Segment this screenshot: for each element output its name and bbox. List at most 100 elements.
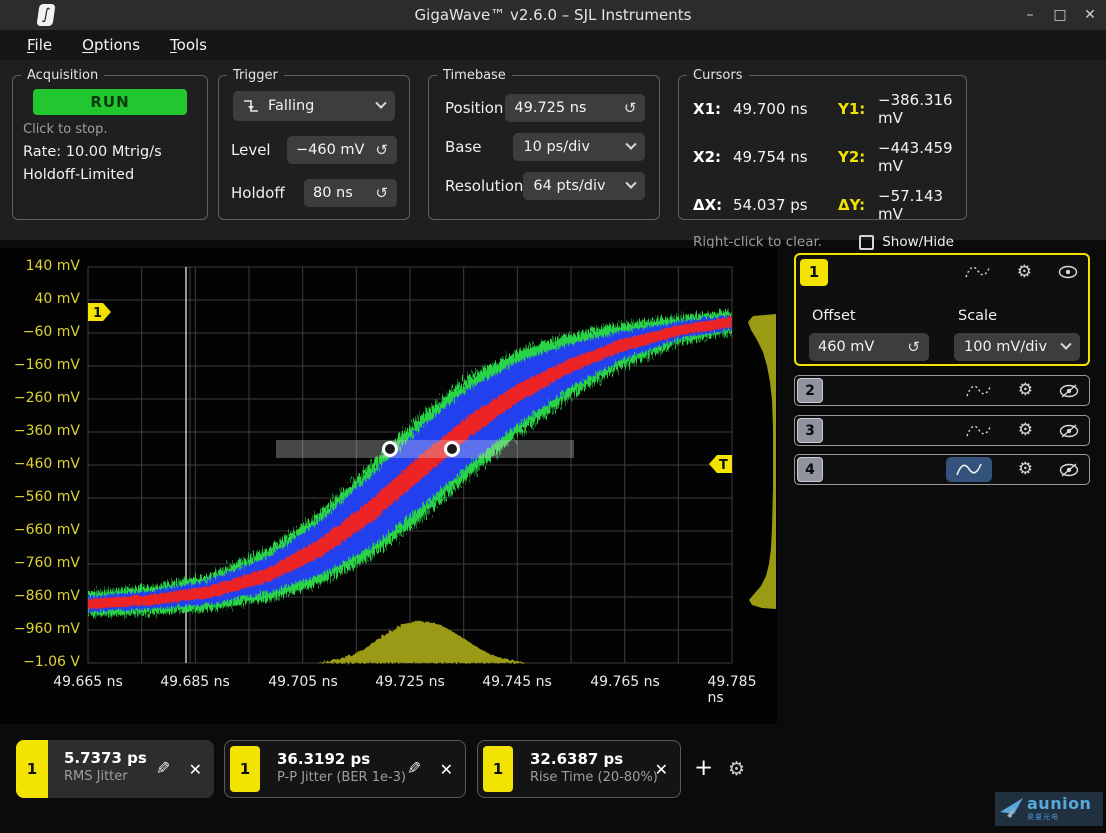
reset-icon[interactable]: ↺ — [375, 141, 388, 159]
channel-4-row[interactable]: 4 ⚙ — [794, 454, 1090, 485]
cursor-dx-label: ΔX: — [693, 196, 733, 214]
waveform-display[interactable]: 140 mV 40 mV −60 mV −160 mV −260 mV −360… — [0, 248, 777, 724]
close-button[interactable]: ✕ — [1082, 7, 1098, 23]
y-tick: −460 mV — [0, 456, 80, 472]
window-title: GigaWave™ v2.6.0 – SJL Instruments — [0, 0, 1106, 30]
visibility-off-icon[interactable] — [1059, 423, 1079, 439]
menu-file[interactable]: File — [16, 33, 63, 57]
timebase-resolution-label: Resolution — [445, 177, 523, 195]
measurement-chip-rms-jitter[interactable]: 1 5.7373 ps RMS Jitter ✎ ✕ — [16, 740, 214, 798]
remove-measurement-icon[interactable]: ✕ — [655, 760, 668, 779]
channel-2-badge[interactable]: 2 — [797, 378, 823, 403]
menu-options-rest: ptions — [94, 36, 140, 54]
trigger-edge-dropdown[interactable]: Falling — [233, 91, 395, 121]
timebase-position-input[interactable]: 49.725 ns ↺ — [505, 94, 645, 122]
channel-3-row[interactable]: 3 ⚙ — [794, 415, 1090, 446]
cursor-x1-value: 49.700 ns — [733, 100, 838, 118]
scale-label: Scale — [958, 308, 997, 324]
timebase-base-value: 10 ps/div — [523, 139, 590, 155]
add-measurement-button[interactable]: + — [694, 755, 713, 781]
minimize-button[interactable]: – — [1022, 7, 1038, 23]
cursor-dx-value: 54.037 ps — [733, 196, 838, 214]
cursor-dy-label: ΔY: — [838, 196, 878, 214]
run-button[interactable]: RUN — [33, 89, 187, 115]
holdoff-status: Holdoff-Limited — [23, 167, 207, 183]
menu-options-mnemonic: O — [82, 36, 94, 54]
cursor-x2-value: 49.754 ns — [733, 148, 838, 166]
cursor-handle-2[interactable] — [446, 443, 459, 456]
trigger-edge-value: Falling — [268, 98, 314, 114]
menu-tools-rest: ools — [177, 36, 207, 54]
channel-1-card: 1 ⚙ Offset Scale 460 mV ↺ 100 mV/div — [794, 253, 1090, 366]
measurement-chip-pp-jitter[interactable]: 1 36.3192 ps P-P Jitter (BER 1e-3) ✎ ✕ — [224, 740, 466, 798]
channel-settings-icon[interactable]: ⚙ — [1018, 422, 1033, 439]
title-bar: ∫ GigaWave™ v2.6.0 – SJL Instruments – □… — [0, 0, 1106, 30]
cursor-y2-value: −443.459 mV — [878, 139, 964, 175]
timebase-position-label: Position — [445, 99, 503, 117]
channel-settings-icon[interactable]: ⚙ — [1018, 461, 1033, 478]
menu-tools[interactable]: Tools — [159, 33, 218, 57]
waveform-style-icon[interactable] — [966, 382, 992, 400]
x-tick: 49.705 ns — [268, 674, 338, 690]
channel-settings-icon[interactable]: ⚙ — [1017, 264, 1032, 281]
timebase-base-label: Base — [445, 138, 482, 156]
measurement-label: P-P Jitter (BER 1e-3) — [277, 770, 406, 785]
channel-2-row[interactable]: 2 ⚙ — [794, 375, 1090, 406]
measurement-chip-rise-time[interactable]: 1 32.6387 ps Rise Time (20-80%) ✕ — [477, 740, 681, 798]
channel-settings-icon[interactable]: ⚙ — [1018, 382, 1033, 399]
waveform-style-icon[interactable] — [965, 263, 991, 281]
visibility-off-icon[interactable] — [1059, 462, 1079, 478]
channel-1-offset-input[interactable]: 460 mV ↺ — [809, 333, 929, 361]
acquisition-panel: Acquisition RUN Click to stop. Rate: 10.… — [12, 68, 208, 220]
channel-4-badge[interactable]: 4 — [797, 457, 823, 482]
control-strip: Acquisition RUN Click to stop. Rate: 10.… — [0, 60, 1106, 240]
measurement-label: RMS Jitter — [64, 769, 147, 784]
cursor-y1-label: Y1: — [838, 100, 878, 118]
reset-icon[interactable]: ↺ — [375, 184, 388, 202]
y-tick: 40 mV — [0, 291, 80, 307]
trigger-level-marker[interactable]: T — [709, 455, 732, 473]
timebase-resolution-dropdown[interactable]: 64 pts/div — [523, 172, 645, 200]
cursor-y1-value: −386.316 mV — [878, 91, 964, 127]
run-hint: Click to stop. — [23, 122, 207, 137]
chevron-down-icon — [375, 98, 386, 109]
measurement-settings-icon[interactable]: ⚙ — [728, 758, 745, 780]
maximize-button[interactable]: □ — [1052, 7, 1068, 23]
trigger-holdoff-input[interactable]: 80 ns ↺ — [304, 179, 397, 207]
measurement-value: 36.3192 ps — [277, 750, 406, 768]
chevron-down-icon — [1060, 339, 1071, 350]
chevron-down-icon — [626, 178, 637, 189]
cursor-handle-1[interactable] — [384, 443, 397, 456]
x-tick: 49.785 ns — [708, 674, 757, 706]
channel-1-badge[interactable]: 1 — [800, 259, 828, 286]
trigger-level-label: Level — [231, 141, 271, 159]
visibility-off-icon[interactable] — [1059, 383, 1079, 399]
measurement-channel-badge: 1 — [16, 740, 48, 798]
falling-edge-icon — [243, 98, 259, 114]
app-window: ∫ GigaWave™ v2.6.0 – SJL Instruments – □… — [0, 0, 1106, 833]
reset-icon[interactable]: ↺ — [907, 338, 920, 356]
cursor-band[interactable] — [276, 440, 574, 458]
timebase-position-value: 49.725 ns — [514, 100, 586, 116]
channel-3-badge[interactable]: 3 — [797, 418, 823, 443]
edit-icon[interactable]: ✎ — [407, 759, 421, 779]
sine-wave-icon — [956, 461, 982, 479]
timebase-panel: Timebase Position 49.725 ns ↺ Base 10 ps… — [428, 68, 660, 220]
timebase-title: Timebase — [437, 68, 512, 83]
visibility-on-icon[interactable] — [1058, 264, 1078, 280]
edit-icon[interactable]: ✎ — [156, 759, 170, 779]
waveform-style-selected[interactable] — [946, 457, 992, 482]
reset-icon[interactable]: ↺ — [624, 99, 637, 117]
y-tick: −360 mV — [0, 423, 80, 439]
remove-measurement-icon[interactable]: ✕ — [189, 760, 202, 779]
remove-measurement-icon[interactable]: ✕ — [440, 760, 453, 779]
timebase-base-dropdown[interactable]: 10 ps/div — [513, 133, 645, 161]
y-tick: −560 mV — [0, 489, 80, 505]
channel-1-scale-dropdown[interactable]: 100 mV/div — [954, 333, 1080, 361]
showhide-checkbox[interactable] — [859, 235, 874, 250]
trigger-level-input[interactable]: −460 mV ↺ — [287, 136, 397, 164]
y-tick: −60 mV — [0, 324, 80, 340]
waveform-style-icon[interactable] — [966, 422, 992, 440]
channel1-offset-marker[interactable]: 1 — [88, 303, 111, 321]
menu-options[interactable]: Options — [71, 33, 151, 57]
